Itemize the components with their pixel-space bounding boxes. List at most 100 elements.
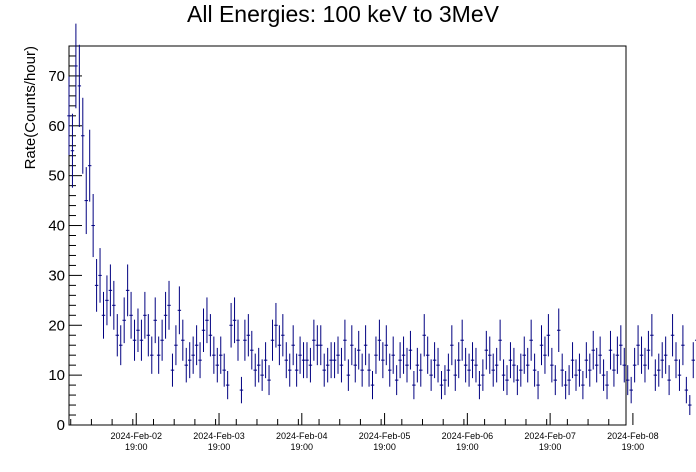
chart-title: All Energies: 100 keV to 3MeV xyxy=(187,1,500,27)
data-series xyxy=(67,23,696,416)
data-point xyxy=(401,336,406,374)
data-point xyxy=(636,325,640,366)
data-point xyxy=(491,353,495,387)
data-point xyxy=(474,347,478,383)
data-point xyxy=(315,325,320,366)
data-point xyxy=(191,336,195,374)
data-point xyxy=(584,342,589,379)
data-point xyxy=(639,336,644,374)
data-point xyxy=(98,248,102,303)
data-point xyxy=(205,297,209,344)
data-point xyxy=(388,353,392,387)
data-point xyxy=(525,347,530,383)
data-point xyxy=(660,342,664,379)
data-point xyxy=(267,365,271,396)
data-point xyxy=(343,319,347,361)
data-point xyxy=(243,319,247,361)
data-point xyxy=(415,347,420,383)
data-point xyxy=(181,319,185,361)
data-point xyxy=(684,376,689,404)
data-point xyxy=(477,371,482,400)
data-point xyxy=(377,319,382,361)
data-point xyxy=(670,314,675,357)
data-point xyxy=(381,342,385,379)
data-point xyxy=(398,342,402,379)
data-point xyxy=(674,342,678,379)
x-tick-label-time: 19:00 xyxy=(622,442,645,452)
data-point xyxy=(601,359,606,391)
data-point xyxy=(574,359,578,391)
data-point xyxy=(308,347,313,383)
y-tick-label: 30 xyxy=(48,267,65,284)
y-tick-label: 10 xyxy=(48,367,65,384)
data-point xyxy=(563,371,568,400)
data-point xyxy=(263,342,268,379)
data-point xyxy=(615,336,620,374)
data-point xyxy=(163,291,168,339)
y-tick-label: 20 xyxy=(48,317,65,334)
data-point xyxy=(356,330,361,370)
data-point xyxy=(367,353,371,387)
data-point xyxy=(101,291,106,339)
x-tick-label-time: 19:00 xyxy=(373,442,396,452)
data-point xyxy=(560,353,564,387)
data-point xyxy=(225,371,230,400)
data-point xyxy=(270,319,275,361)
x-tick-label-time: 19:00 xyxy=(291,442,314,452)
data-point xyxy=(532,353,537,387)
data-point xyxy=(160,319,164,361)
x-tick-label-date: 2024-Feb-02 xyxy=(110,431,162,441)
data-point xyxy=(629,376,633,404)
data-point xyxy=(81,97,85,174)
data-point xyxy=(346,359,351,391)
data-point xyxy=(84,167,88,235)
data-point xyxy=(136,308,140,352)
data-point xyxy=(570,342,575,379)
data-point xyxy=(284,342,289,379)
data-point xyxy=(91,193,95,258)
data-point xyxy=(201,308,206,352)
data-point xyxy=(467,353,471,387)
data-point xyxy=(288,353,292,387)
data-point xyxy=(591,330,595,370)
data-point xyxy=(470,342,475,379)
data-point xyxy=(187,342,192,379)
data-point xyxy=(550,347,554,383)
data-point xyxy=(360,353,364,387)
data-point xyxy=(619,325,623,366)
data-point xyxy=(222,353,226,387)
data-point xyxy=(608,330,613,370)
data-point xyxy=(519,353,523,387)
data-point xyxy=(167,280,171,330)
data-point xyxy=(322,353,326,387)
data-point xyxy=(74,23,78,109)
data-point xyxy=(463,347,468,383)
data-point xyxy=(598,336,602,374)
data-point xyxy=(408,330,413,370)
x-tick-label-time: 19:00 xyxy=(456,442,479,452)
data-point xyxy=(319,325,323,366)
data-point xyxy=(501,359,506,391)
y-axis: 0 10 20 30 40 50 60 70 xyxy=(48,45,82,434)
data-point xyxy=(688,395,692,416)
data-point xyxy=(277,325,282,366)
data-point xyxy=(422,314,426,357)
data-point xyxy=(177,286,182,335)
data-point xyxy=(450,325,454,366)
data-point xyxy=(115,314,120,357)
data-point xyxy=(294,353,299,387)
data-point xyxy=(488,336,492,374)
data-point xyxy=(94,258,99,312)
data-point xyxy=(219,336,223,374)
data-point xyxy=(612,353,616,387)
data-point xyxy=(325,347,330,383)
data-point xyxy=(370,371,375,400)
data-point xyxy=(250,330,254,370)
data-point xyxy=(505,365,509,396)
data-point xyxy=(301,342,306,379)
data-point xyxy=(153,297,157,344)
data-point xyxy=(546,314,551,357)
data-point xyxy=(394,365,399,396)
data-point xyxy=(412,371,416,400)
